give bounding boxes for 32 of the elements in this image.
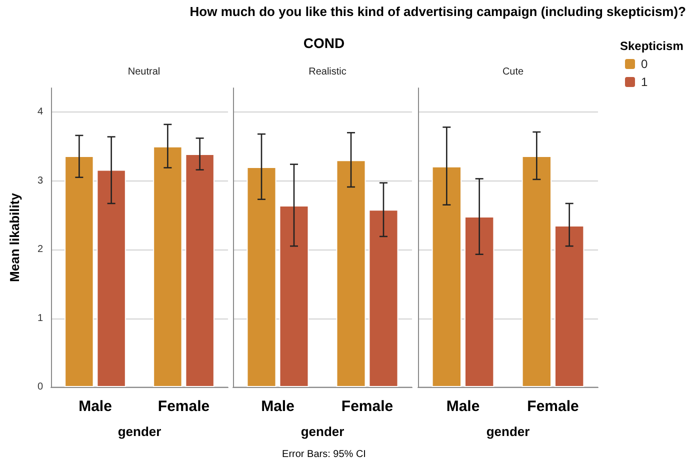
x-tick-label: Male [446,398,480,415]
y-tick-label: 4 [37,106,44,118]
y-axis-title: Mean likability [7,192,22,282]
legend-label: 1 [641,75,648,89]
legend-title: Skepticism [620,39,684,53]
bar [464,216,494,387]
bar [432,166,462,387]
x-axis-title: gender [300,424,344,439]
x-axis-title: gender [118,424,162,439]
x-tick-label: Female [158,398,210,415]
x-tick-label: Male [261,398,294,415]
y-tick-label: 0 [37,382,44,392]
text: How much do you like this kind of advertising campaign (including skepticism)? [190,4,686,19]
y-tick-label: 2 [37,244,44,256]
legend-label: 0 [641,57,648,71]
x-tick-label: Female [527,398,579,415]
y-tick-label: 3 [37,175,44,186]
bar [368,210,398,387]
chart-title: Neutral [128,66,160,78]
chart-title: Realistic [308,66,346,78]
x-tick-label: Female [341,398,394,415]
y-tick-label: 1 [37,312,44,324]
x-tick-label: Male [78,398,112,415]
bar [336,160,366,387]
bar [246,167,276,387]
x-axis-title: gender [486,424,530,439]
bar [522,156,552,387]
chart-title: Cute [502,66,524,78]
bar [279,206,309,387]
bar [554,225,584,387]
text: Error Bars: 95% CI [282,449,366,460]
text: COND [303,35,345,51]
